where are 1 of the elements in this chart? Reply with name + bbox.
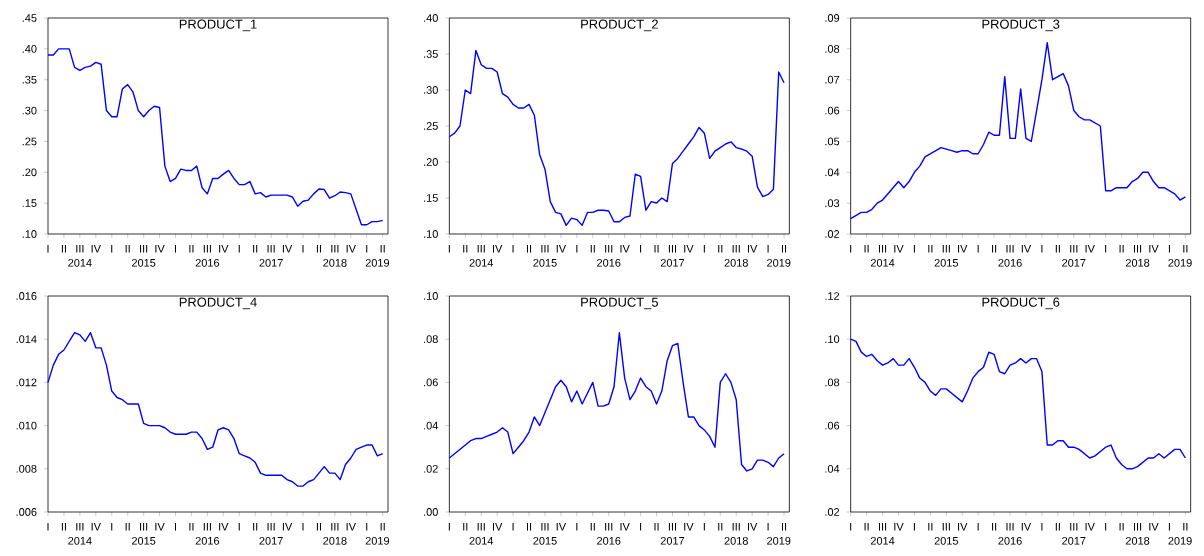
- line-series: [448, 49, 785, 227]
